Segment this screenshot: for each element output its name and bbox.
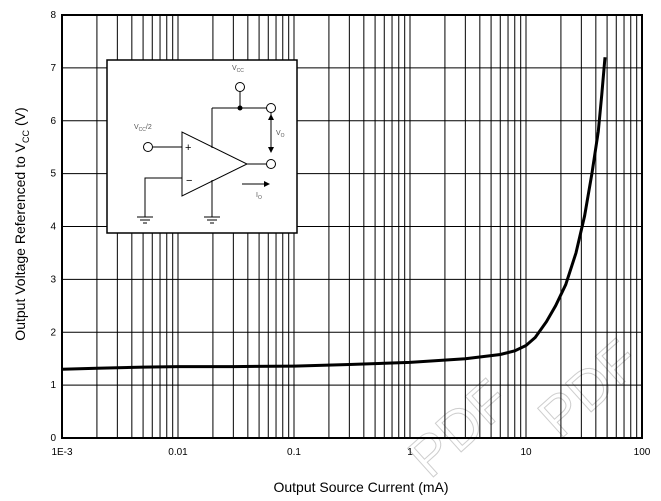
y-tick-label: 1	[50, 380, 56, 391]
y-tick-label: 7	[50, 63, 56, 74]
output-terminal	[266, 159, 276, 169]
y-axis-label: Output Voltage Referenced to VCC (V)	[12, 107, 31, 340]
tick-labels: 1E-3 0.01 0.1 1 10 100 0 1 2 3 4 5 6 7 8	[50, 10, 650, 458]
ground-symbol	[137, 216, 153, 224]
inset-circuit-diagram: + − VCC/2 VCC VO	[106, 59, 298, 234]
opamp-symbol	[181, 131, 249, 197]
x-tick-label: 10	[520, 447, 532, 458]
x-tick-label: 100	[634, 447, 651, 458]
upper-output-terminal	[266, 103, 276, 113]
ground-symbol	[204, 216, 220, 224]
y-tick-label: 8	[50, 10, 56, 21]
opamp-plus-label: +	[185, 142, 191, 154]
y-tick-label: 2	[50, 327, 56, 338]
feedback-ground-wire	[144, 177, 182, 217]
x-tick-label: 1	[407, 447, 413, 458]
inset-frame	[106, 59, 298, 234]
watermark: PDF PDF	[395, 327, 651, 490]
x-tick-label: 0.01	[168, 447, 188, 458]
series-line	[61, 57, 607, 371]
opamp-minus-label: −	[186, 175, 192, 187]
y-tick-label: 6	[50, 116, 56, 127]
y-axis-label-sub: CC	[21, 129, 31, 142]
x-axis-label: Output Source Current (mA)	[273, 479, 448, 495]
input-terminal	[143, 142, 153, 152]
vo-arrowhead-down	[268, 147, 274, 153]
y-axis-label-unit: (V)	[12, 107, 28, 126]
io-label: IO	[256, 192, 262, 201]
input-label: VCC/2	[134, 124, 152, 133]
vo-arrowhead-up	[268, 114, 274, 120]
vo-label: VO	[276, 130, 285, 139]
y-tick-label: 4	[50, 222, 56, 233]
x-tick-label: 0.1	[287, 447, 301, 458]
supply-terminal	[235, 82, 245, 92]
y-tick-label: 5	[50, 169, 56, 180]
watermark-text: PDF	[526, 327, 651, 449]
io-arrowhead	[264, 181, 270, 187]
y-axis-label-main: Output Voltage Referenced to V	[12, 142, 28, 340]
x-tick-label: 1E-3	[51, 447, 73, 458]
supply-label: VCC	[232, 65, 244, 74]
y-tick-label: 0	[50, 433, 56, 444]
y-tick-label: 3	[50, 274, 56, 285]
plot-frame	[61, 14, 643, 439]
